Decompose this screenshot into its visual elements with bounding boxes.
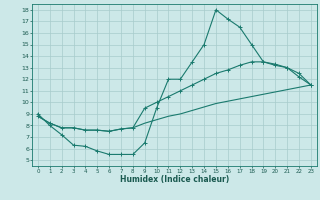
- X-axis label: Humidex (Indice chaleur): Humidex (Indice chaleur): [120, 175, 229, 184]
